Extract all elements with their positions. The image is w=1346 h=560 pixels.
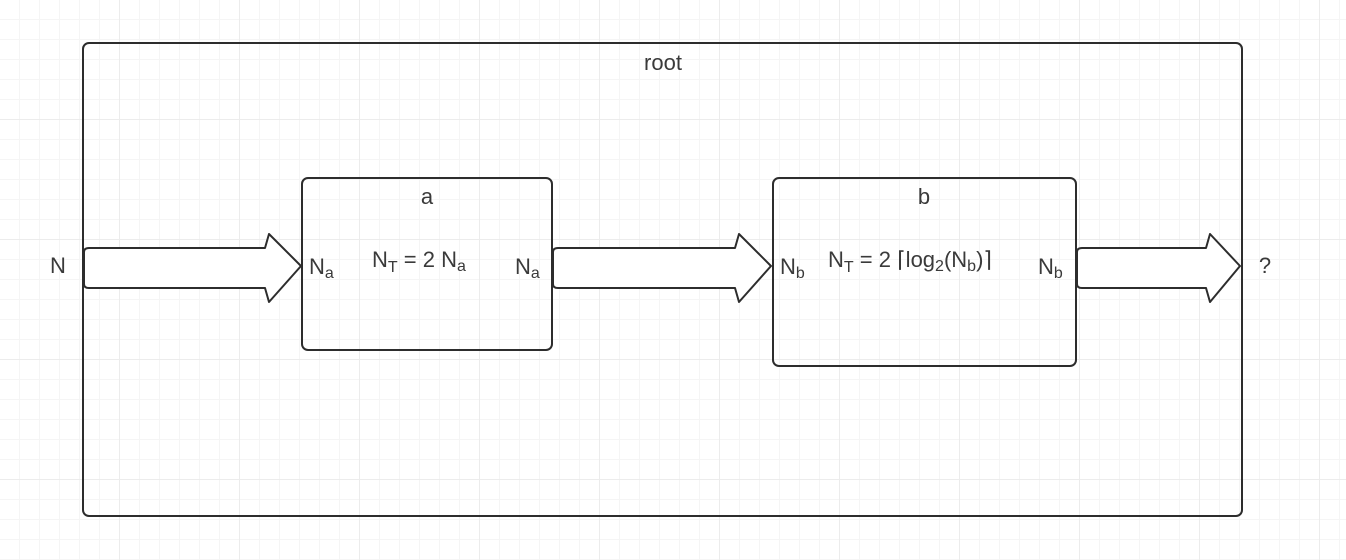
root-label: root [644,50,682,75]
input-arrow[interactable] [83,233,302,303]
block-b-input-port: Nb [780,254,805,282]
output-label: ? [1259,253,1271,278]
a-to-b-arrow[interactable] [552,233,772,303]
block-b-formula: NT = 2 ⌈log2(Nb)⌉ [828,247,992,276]
block-a-input-port: Na [309,254,334,282]
block-a-output-port: Na [515,254,540,282]
block-a-label: a [421,184,434,209]
output-arrow[interactable] [1076,233,1241,303]
input-label: N [50,253,66,278]
block-a-formula: NT = 2 Na [372,247,466,276]
block-b-output-port: Nb [1038,254,1063,282]
block-b-label: b [918,184,930,209]
